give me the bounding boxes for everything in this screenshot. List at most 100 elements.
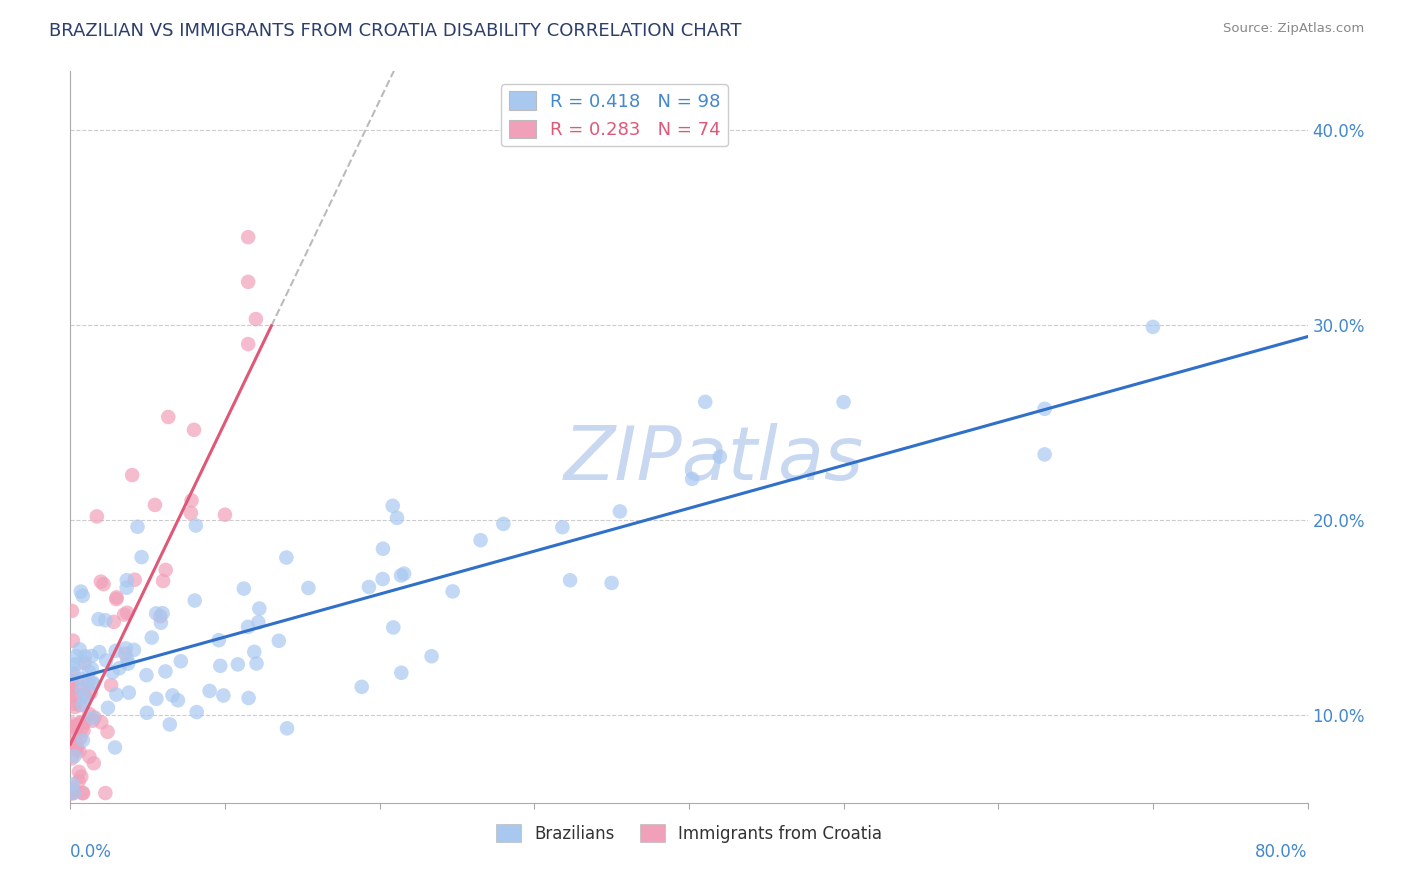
Point (212, 689, 235, 703)
Point (72, 698, 94, 712)
Point (122, 643, 145, 657)
Point (82, 714, 104, 728)
Point (371, 541, 394, 556)
Point (389, 665, 412, 680)
Point (69, 731, 91, 745)
Point (236, 620, 259, 634)
Point (441, 584, 464, 599)
Point (66, 742, 89, 756)
Point (69, 642, 91, 657)
Point (60, 786, 83, 800)
Point (62, 782, 84, 797)
Point (72, 589, 94, 603)
Point (80, 648, 103, 663)
Point (131, 550, 153, 565)
Point (149, 615, 172, 630)
Point (115, 606, 138, 620)
Point (238, 230, 260, 244)
Point (103, 615, 125, 629)
Point (420, 649, 443, 664)
Point (695, 395, 717, 409)
Text: 0.0%: 0.0% (70, 843, 112, 861)
Point (62, 786, 84, 800)
Point (299, 815, 322, 830)
Point (180, 506, 202, 520)
Point (72, 786, 94, 800)
Point (63, 727, 86, 741)
Point (60, 720, 83, 734)
Point (82, 711, 104, 725)
Point (67, 774, 90, 789)
Text: 80.0%: 80.0% (1256, 843, 1308, 861)
Point (157, 409, 180, 424)
Point (357, 580, 380, 594)
Point (66, 718, 89, 732)
Point (124, 573, 146, 587)
Point (143, 498, 166, 512)
Point (90, 715, 112, 730)
Point (69, 698, 91, 713)
Point (70, 770, 93, 784)
Point (73, 715, 96, 730)
Point (105, 688, 128, 702)
Point (1142, 320, 1164, 334)
Point (70, 682, 93, 697)
Point (79, 686, 101, 700)
Point (63, 700, 86, 714)
Point (72, 723, 94, 738)
Point (65, 720, 87, 734)
Point (183, 423, 205, 437)
Point (208, 633, 231, 648)
Point (77, 706, 100, 721)
Text: BRAZILIAN VS IMMIGRANTS FROM CROATIA DISABILITY CORRELATION CHART: BRAZILIAN VS IMMIGRANTS FROM CROATIA DIS… (49, 22, 742, 40)
Point (60, 751, 83, 765)
Point (170, 654, 193, 668)
Text: ZIPatlas: ZIPatlas (564, 423, 863, 495)
Point (67, 764, 90, 779)
Point (82, 675, 104, 690)
Point (60, 604, 83, 618)
Point (67, 657, 90, 671)
Point (167, 693, 190, 707)
Point (245, 312, 267, 326)
Point (145, 607, 167, 621)
Legend: Brazilians, Immigrants from Croatia: Brazilians, Immigrants from Croatia (489, 818, 889, 849)
Point (558, 574, 581, 588)
Point (389, 568, 412, 582)
Point (97, 701, 120, 715)
Point (551, 520, 574, 534)
Point (115, 574, 138, 588)
Point (73, 687, 96, 701)
Point (105, 592, 128, 607)
Point (159, 717, 181, 731)
Point (69, 672, 91, 686)
Point (62, 657, 84, 672)
Point (72, 733, 94, 747)
Point (382, 620, 405, 634)
Point (66, 649, 89, 664)
Point (115, 652, 138, 666)
Point (97, 724, 120, 739)
Point (209, 658, 232, 673)
Point (60, 738, 83, 752)
Point (385, 511, 408, 525)
Point (1033, 447, 1056, 461)
Point (245, 657, 267, 671)
Point (62, 716, 84, 731)
Point (114, 647, 136, 661)
Point (267, 633, 290, 648)
Point (67, 679, 90, 693)
Point (183, 593, 205, 607)
Point (70, 714, 93, 729)
Point (77, 665, 100, 679)
Point (115, 581, 138, 595)
Point (276, 722, 298, 736)
Point (141, 631, 163, 645)
Point (104, 740, 127, 755)
Point (100, 678, 122, 692)
Point (186, 705, 208, 719)
Point (105, 591, 128, 605)
Point (184, 518, 207, 533)
Point (79, 749, 101, 764)
Point (63, 786, 86, 800)
